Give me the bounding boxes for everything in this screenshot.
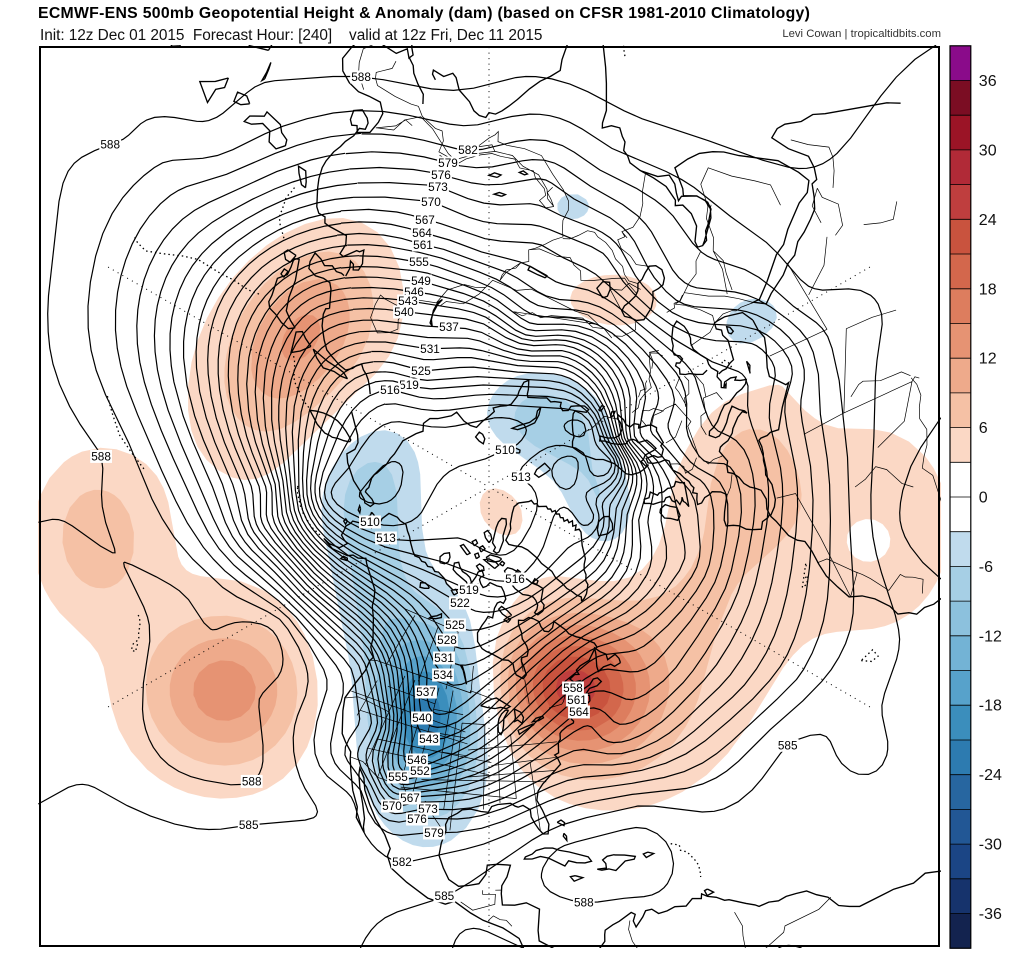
svg-text:582: 582 — [392, 855, 412, 869]
svg-text:552: 552 — [410, 764, 430, 778]
svg-text:543: 543 — [398, 294, 418, 308]
svg-text:6: 6 — [979, 420, 988, 437]
svg-text:-6: -6 — [979, 559, 993, 576]
svg-text:12: 12 — [979, 351, 997, 368]
svg-text:0: 0 — [979, 490, 988, 507]
svg-text:576: 576 — [431, 168, 451, 182]
svg-text:567: 567 — [400, 791, 420, 805]
svg-text:585: 585 — [239, 818, 259, 832]
svg-text:516: 516 — [505, 572, 525, 586]
svg-text:564: 564 — [412, 226, 432, 240]
svg-text:525: 525 — [445, 618, 465, 632]
svg-text:588: 588 — [91, 449, 111, 463]
svg-text:579: 579 — [424, 826, 444, 840]
svg-text:525: 525 — [411, 364, 431, 378]
svg-text:519: 519 — [399, 378, 419, 392]
svg-text:567: 567 — [415, 213, 435, 227]
svg-text:555: 555 — [388, 770, 408, 784]
svg-text:531: 531 — [434, 651, 454, 665]
svg-text:585: 585 — [435, 889, 455, 903]
svg-text:-30: -30 — [979, 837, 1002, 854]
svg-text:537: 537 — [439, 320, 459, 334]
svg-text:513: 513 — [376, 531, 396, 545]
svg-text:582: 582 — [458, 143, 478, 157]
svg-text:543: 543 — [419, 732, 439, 746]
svg-text:588: 588 — [242, 774, 262, 788]
svg-text:570: 570 — [382, 799, 402, 813]
svg-text:555: 555 — [409, 255, 429, 269]
svg-text:-24: -24 — [979, 767, 1002, 784]
svg-text:516: 516 — [380, 383, 400, 397]
svg-text:36: 36 — [979, 73, 997, 90]
svg-text:531: 531 — [420, 342, 440, 356]
svg-text:528: 528 — [437, 633, 457, 647]
svg-text:564: 564 — [569, 705, 589, 719]
svg-text:558: 558 — [563, 681, 583, 695]
svg-text:588: 588 — [351, 70, 371, 84]
svg-text:30: 30 — [979, 142, 997, 159]
svg-text:576: 576 — [407, 812, 427, 826]
svg-text:546: 546 — [407, 753, 427, 767]
svg-text:510: 510 — [495, 443, 515, 457]
svg-text:-12: -12 — [979, 628, 1002, 645]
svg-text:540: 540 — [412, 711, 432, 725]
svg-text:585: 585 — [778, 738, 798, 752]
svg-text:561: 561 — [567, 693, 587, 707]
svg-text:588: 588 — [574, 895, 594, 909]
svg-text:534: 534 — [433, 668, 453, 682]
svg-text:570: 570 — [421, 195, 441, 209]
svg-text:-18: -18 — [979, 698, 1002, 715]
svg-text:519: 519 — [459, 583, 479, 597]
svg-text:-36: -36 — [979, 906, 1002, 923]
svg-text:573: 573 — [428, 180, 448, 194]
svg-text:588: 588 — [100, 138, 120, 152]
svg-text:537: 537 — [416, 685, 436, 699]
svg-text:522: 522 — [450, 596, 470, 610]
svg-text:510: 510 — [360, 515, 380, 529]
svg-text:579: 579 — [438, 156, 458, 170]
svg-text:513: 513 — [511, 470, 531, 484]
svg-text:24: 24 — [979, 212, 997, 229]
svg-text:561: 561 — [413, 238, 433, 252]
svg-text:540: 540 — [394, 305, 414, 319]
svg-text:18: 18 — [979, 281, 997, 298]
svg-text:549: 549 — [411, 274, 431, 288]
